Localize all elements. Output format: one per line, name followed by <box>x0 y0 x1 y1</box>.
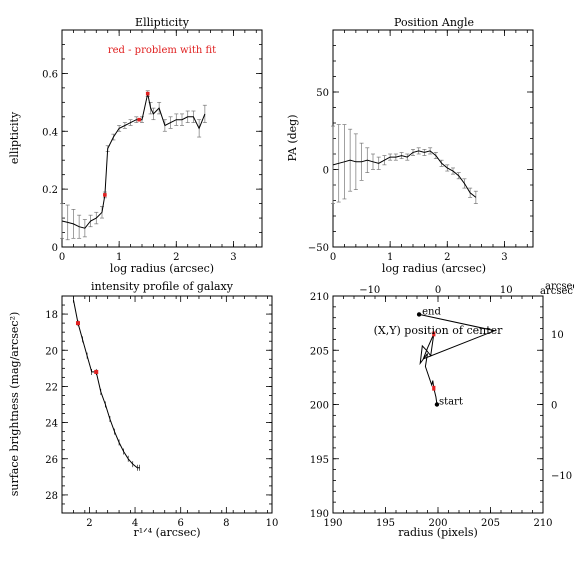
pa-data <box>331 124 478 204</box>
y-tick-label: 0 <box>323 166 329 177</box>
y-tick-label: 50 <box>316 88 329 99</box>
center-top-axis-label: arcsec <box>540 286 573 297</box>
flagged-point <box>145 91 150 96</box>
ellipticity-axis-ticks: 0 1 2 3 0 0.2 0.4 0.6 <box>42 29 262 263</box>
x-tick-label: 0 <box>330 252 336 263</box>
intensity-plot-frame <box>61 295 273 514</box>
x-tick-label: 6 <box>178 518 184 529</box>
intensity-xlabel: r¹ᐟ⁴ (arcsec) <box>133 526 200 539</box>
end-marker <box>416 312 422 317</box>
center-annotation: (X,Y) position of center <box>374 324 504 337</box>
x-tick-label: 190 <box>323 518 342 529</box>
ellipticity-ylabel: ellipticity <box>8 111 21 164</box>
intensity-line <box>72 299 140 469</box>
pa-title: Position Angle <box>394 16 474 29</box>
ellipticity-plot-frame <box>61 29 263 248</box>
flagged-point <box>103 193 107 197</box>
flagged-point <box>432 385 436 391</box>
start-marker <box>434 402 440 407</box>
center-data: start end <box>416 306 497 408</box>
y-tick-label: 28 <box>45 491 58 502</box>
y-tick-label: 22 <box>45 382 58 393</box>
flagged-point <box>137 117 141 122</box>
x-tick-label: 195 <box>376 518 395 529</box>
x-tick-label: 210 <box>533 518 552 529</box>
y-tick-label: 20 <box>45 346 58 357</box>
flagged-point <box>75 321 80 326</box>
center-xlabel: radius (pixels) <box>398 526 478 539</box>
pa-line <box>332 150 477 198</box>
y-tick-label: 205 <box>310 346 329 357</box>
x-tick-label: 205 <box>481 518 500 529</box>
right-tick-label: −10 <box>551 471 572 482</box>
x-tick-label: 1 <box>116 252 122 263</box>
intensity-ylabel: surface brightness (mag/arcsec²) <box>8 312 21 497</box>
y-tick-label: 210 <box>310 292 329 303</box>
flagged-point <box>94 369 99 374</box>
intensity-data <box>72 296 140 471</box>
pa-plot-frame <box>332 29 534 248</box>
x-tick-label: 3 <box>230 252 236 263</box>
ellipticity-data <box>60 90 207 241</box>
end-label: end <box>422 306 441 317</box>
ellipticity-title: Ellipticity <box>135 16 190 29</box>
x-tick-label: 200 <box>428 518 447 529</box>
ellipticity-xlabel: log radius (arcsec) <box>110 262 214 275</box>
start-label: start <box>439 397 463 408</box>
x-tick-label: 1 <box>387 252 393 263</box>
center-right-axis-label: arcsec <box>545 281 574 292</box>
intensity-title: intensity profile of galaxy <box>91 280 234 293</box>
center-track-line <box>418 313 497 405</box>
x-tick-label: 0 <box>59 252 65 263</box>
top-tick-label: 0 <box>435 285 441 296</box>
y-tick-label: 18 <box>45 310 58 321</box>
x-tick-label: 3 <box>501 252 507 263</box>
y-tick-label: −50 <box>308 243 329 254</box>
right-tick-label: 10 <box>551 330 564 341</box>
y-tick-label: 190 <box>310 509 329 520</box>
x-tick-label: 4 <box>132 518 138 529</box>
center-axis-ticks: 190 195 200 205 210 190 195 200 205 210 −10 0 10 −10 0… <box>310 285 572 529</box>
x-tick-label: 2 <box>86 518 92 529</box>
flagged-point <box>432 331 436 337</box>
center-position-panel: 190 195 200 205 210 190 195 200 205 210 −10 0 10 −10 0… <box>310 281 574 539</box>
y-tick-label: 200 <box>310 401 329 412</box>
y-tick-label: 0.2 <box>42 185 58 196</box>
problem-legend: red - problem with fit <box>108 45 216 56</box>
top-tick-label: 10 <box>500 285 513 296</box>
top-tick-label: −10 <box>359 285 380 296</box>
right-tick-label: 0 <box>551 401 557 412</box>
pa-xlabel: log radius (arcsec) <box>382 262 486 275</box>
y-tick-label: 26 <box>45 455 58 466</box>
x-tick-label: 2 <box>173 252 179 263</box>
intensity-panel: intensity profile of galaxy 2 4 6 8 10182022… <box>8 280 278 539</box>
y-tick-label: 0.4 <box>42 127 58 138</box>
y-tick-label: 195 <box>310 455 329 466</box>
x-tick-label: 8 <box>223 518 229 529</box>
y-tick-label: 0.6 <box>42 69 58 80</box>
y-tick-label: 24 <box>45 419 58 430</box>
x-tick-label: 2 <box>444 252 450 263</box>
x-tick-label: 10 <box>266 518 279 529</box>
y-tick-label: 0 <box>52 243 58 254</box>
ellipticity-line <box>61 93 206 229</box>
pa-ylabel: PA (deg) <box>286 114 299 161</box>
ellipticity-panel: Ellipticity red - problem with fit 0 1 2 30… <box>8 16 263 275</box>
